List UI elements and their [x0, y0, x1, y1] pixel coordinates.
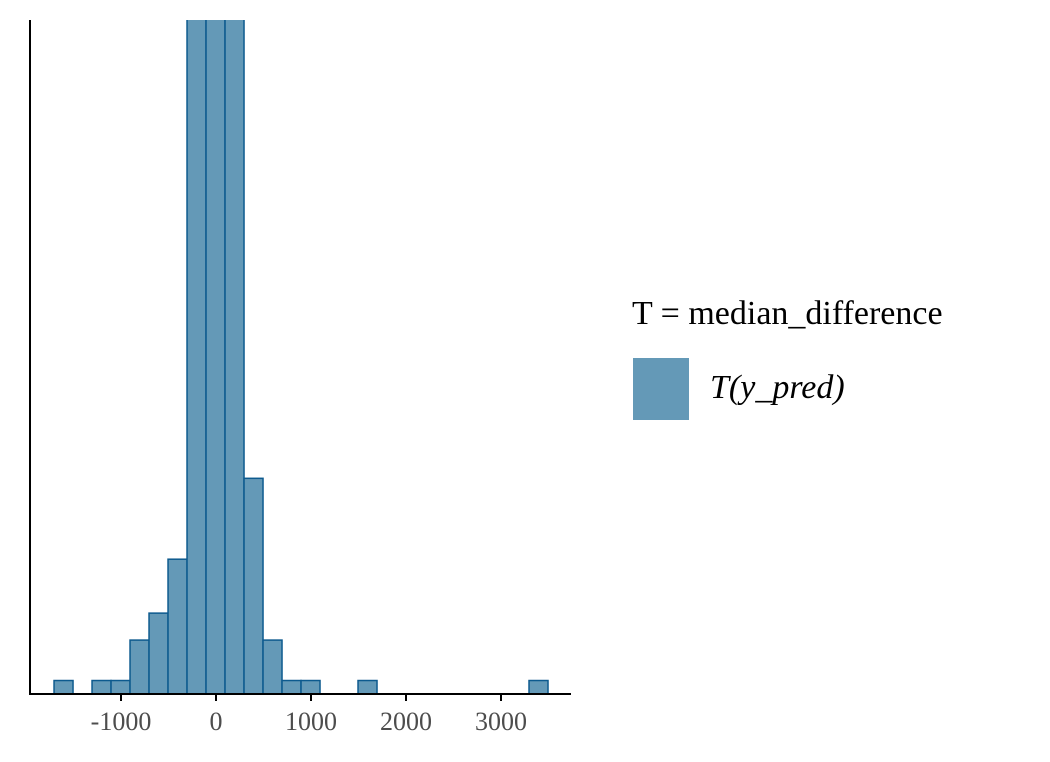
bar [224, 20, 245, 695]
bar [167, 558, 188, 695]
legend-key [633, 358, 689, 420]
bar [281, 679, 302, 695]
bar [91, 679, 112, 695]
plot-area [53, 20, 549, 695]
bar [357, 679, 378, 695]
bar [205, 20, 226, 695]
legend-label: T(y_pred) [710, 369, 845, 406]
x-tick-label: 2000 [380, 707, 432, 736]
bar [262, 639, 283, 695]
x-tick-label: -1000 [91, 707, 152, 736]
bar [148, 612, 169, 695]
bar [528, 679, 549, 695]
x-tick-label: 3000 [475, 707, 527, 736]
bar [110, 679, 131, 695]
bar [243, 477, 264, 695]
bar [129, 639, 150, 695]
legend-title: T = median_difference [632, 295, 943, 332]
bar [186, 20, 207, 695]
x-tick-label: 1000 [285, 707, 337, 736]
x-tick-label: 0 [210, 707, 223, 736]
bar [53, 679, 74, 695]
bar [300, 679, 321, 695]
